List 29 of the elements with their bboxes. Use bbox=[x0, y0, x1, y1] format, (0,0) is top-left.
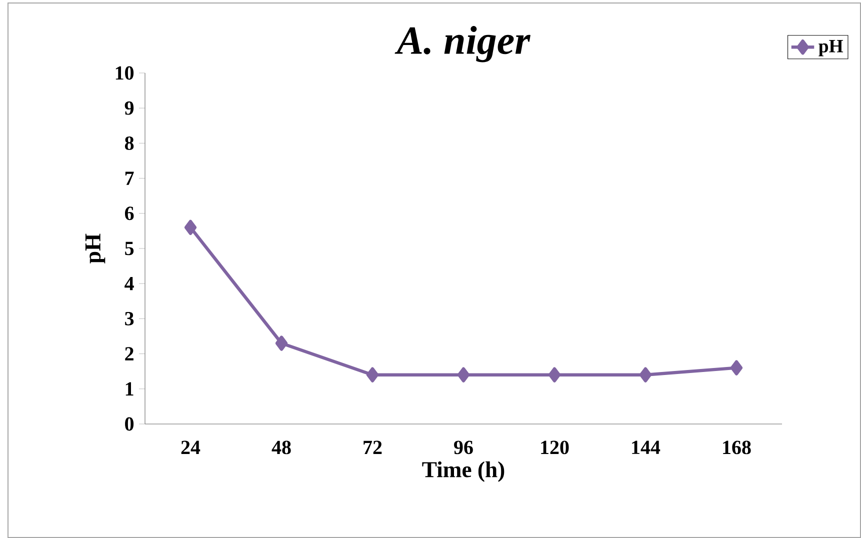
y-tick-label: 8 bbox=[124, 136, 134, 150]
x-tick-label: 72 bbox=[364, 440, 382, 454]
y-tick-label: 1 bbox=[126, 382, 134, 396]
x-tick-label: 24 bbox=[181, 440, 200, 454]
y-tick-label: 5 bbox=[125, 242, 134, 256]
x-tick-label: 120 bbox=[541, 440, 569, 454]
x-tick-label: 168 bbox=[723, 440, 751, 454]
x-axis-title: Time (h) bbox=[422, 461, 504, 482]
y-tick-label: 2 bbox=[125, 347, 134, 360]
x-tick-label: 144 bbox=[632, 440, 660, 454]
y-tick-label: 3 bbox=[125, 312, 134, 326]
y-tick-label: 6 bbox=[124, 206, 134, 220]
point bbox=[184, 220, 197, 236]
point bbox=[366, 367, 379, 382]
y-tick-label: 7 bbox=[125, 172, 134, 185]
point bbox=[548, 367, 561, 382]
x-tick-label: 48 bbox=[272, 440, 291, 454]
point bbox=[639, 367, 652, 382]
y-tick-label: 10 bbox=[116, 66, 134, 80]
x-tick-label: 96 bbox=[454, 440, 473, 454]
point bbox=[730, 360, 743, 376]
legend-label: pH bbox=[818, 40, 844, 56]
point bbox=[275, 336, 288, 351]
y-tick-label: 4 bbox=[124, 277, 134, 290]
y-tick-label: 0 bbox=[125, 417, 134, 431]
point bbox=[457, 367, 470, 382]
y-axis-title: pH bbox=[85, 234, 106, 264]
y-tick-label: 9 bbox=[124, 101, 134, 115]
chart-title: A. niger bbox=[394, 26, 530, 62]
